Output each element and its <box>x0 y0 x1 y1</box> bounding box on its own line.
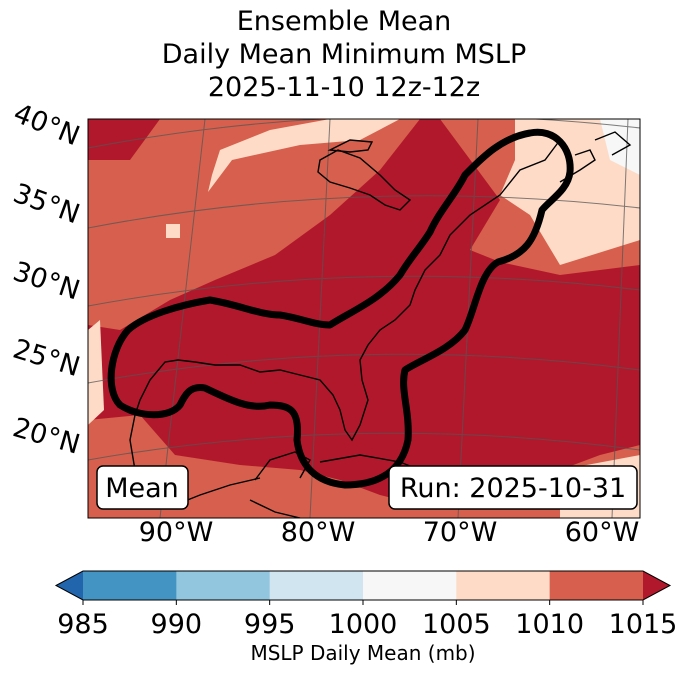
colorbar-segment <box>176 571 271 600</box>
map-area: Mean Run: 2025-10-31 <box>88 119 640 518</box>
colorbar-tick-label: 1015 <box>609 609 678 640</box>
field-region-north-light <box>208 119 400 192</box>
lon-tick-label: 80°W <box>281 517 356 548</box>
lon-80 <box>309 119 331 518</box>
colorbar-segment <box>83 571 177 600</box>
field-region-ne-light <box>500 119 640 265</box>
east-coast <box>134 139 561 442</box>
mean-label: Mean <box>105 473 179 504</box>
central-america <box>249 499 301 518</box>
colorbar-tick-label: 1000 <box>329 609 398 640</box>
colorbar-segment <box>549 571 644 600</box>
lat-tick-label: 30°N <box>9 256 83 307</box>
lon-90 <box>159 119 206 518</box>
field-region-nw <box>88 119 160 168</box>
colorbar: 985 990 995 1000 1005 1010 1015 <box>54 570 678 640</box>
colorbar-segment <box>363 571 457 600</box>
field-region-ne-white <box>600 119 640 175</box>
lat-tick-label: 20°N <box>9 412 83 461</box>
map-frame <box>87 118 641 519</box>
lon-60 <box>611 119 629 518</box>
title-line-2: Daily Mean Minimum MSLP <box>161 39 527 70</box>
colorbar-extend-high <box>643 571 670 600</box>
field-island <box>166 224 180 238</box>
colorbar-segment <box>269 571 364 600</box>
colorbar-extend-low <box>56 571 83 600</box>
title-line-1: Ensemble Mean <box>236 6 452 37</box>
great-lakes <box>317 149 412 211</box>
mean-label-box: Mean <box>96 465 189 510</box>
nova-scotia <box>559 149 596 183</box>
field-region-north-band <box>88 119 420 330</box>
field-region-west-light <box>88 320 104 425</box>
lat-20 <box>88 432 640 461</box>
lat-40 <box>88 119 640 149</box>
colorbar-tick-label: 985 <box>57 609 109 640</box>
lon-tick-label: 70°W <box>423 517 498 548</box>
newfoundland <box>594 131 632 156</box>
field-region-sw-mid <box>88 415 640 518</box>
run-label: Run: 2025-10-31 <box>400 473 626 504</box>
lon-tick-label: 90°W <box>139 517 214 548</box>
lat-tick-label: 25°N <box>9 334 83 384</box>
colorbar-tick-label: 1005 <box>422 609 491 640</box>
lat-35 <box>88 195 640 229</box>
colorbar-title: MSLP Daily Mean (mb) <box>250 641 475 665</box>
contour-outline <box>107 128 574 489</box>
colorbar-tick-label: 990 <box>151 609 203 640</box>
run-label-box: Run: 2025-10-31 <box>388 465 638 510</box>
lat-tick-label: 40°N <box>9 98 84 152</box>
title-line-3: 2025-11-10 12z-12z <box>207 72 481 103</box>
colorbar-tick-label: 995 <box>244 609 296 640</box>
lat-tick-label: 35°N <box>9 178 84 230</box>
colorbar-segment <box>456 571 551 600</box>
lake-superior <box>327 139 374 153</box>
lon-tick-label: 60°W <box>565 517 640 548</box>
lat-25 <box>88 353 640 384</box>
lat-30 <box>88 275 640 307</box>
colorbar-tick-label: 1010 <box>515 609 584 640</box>
